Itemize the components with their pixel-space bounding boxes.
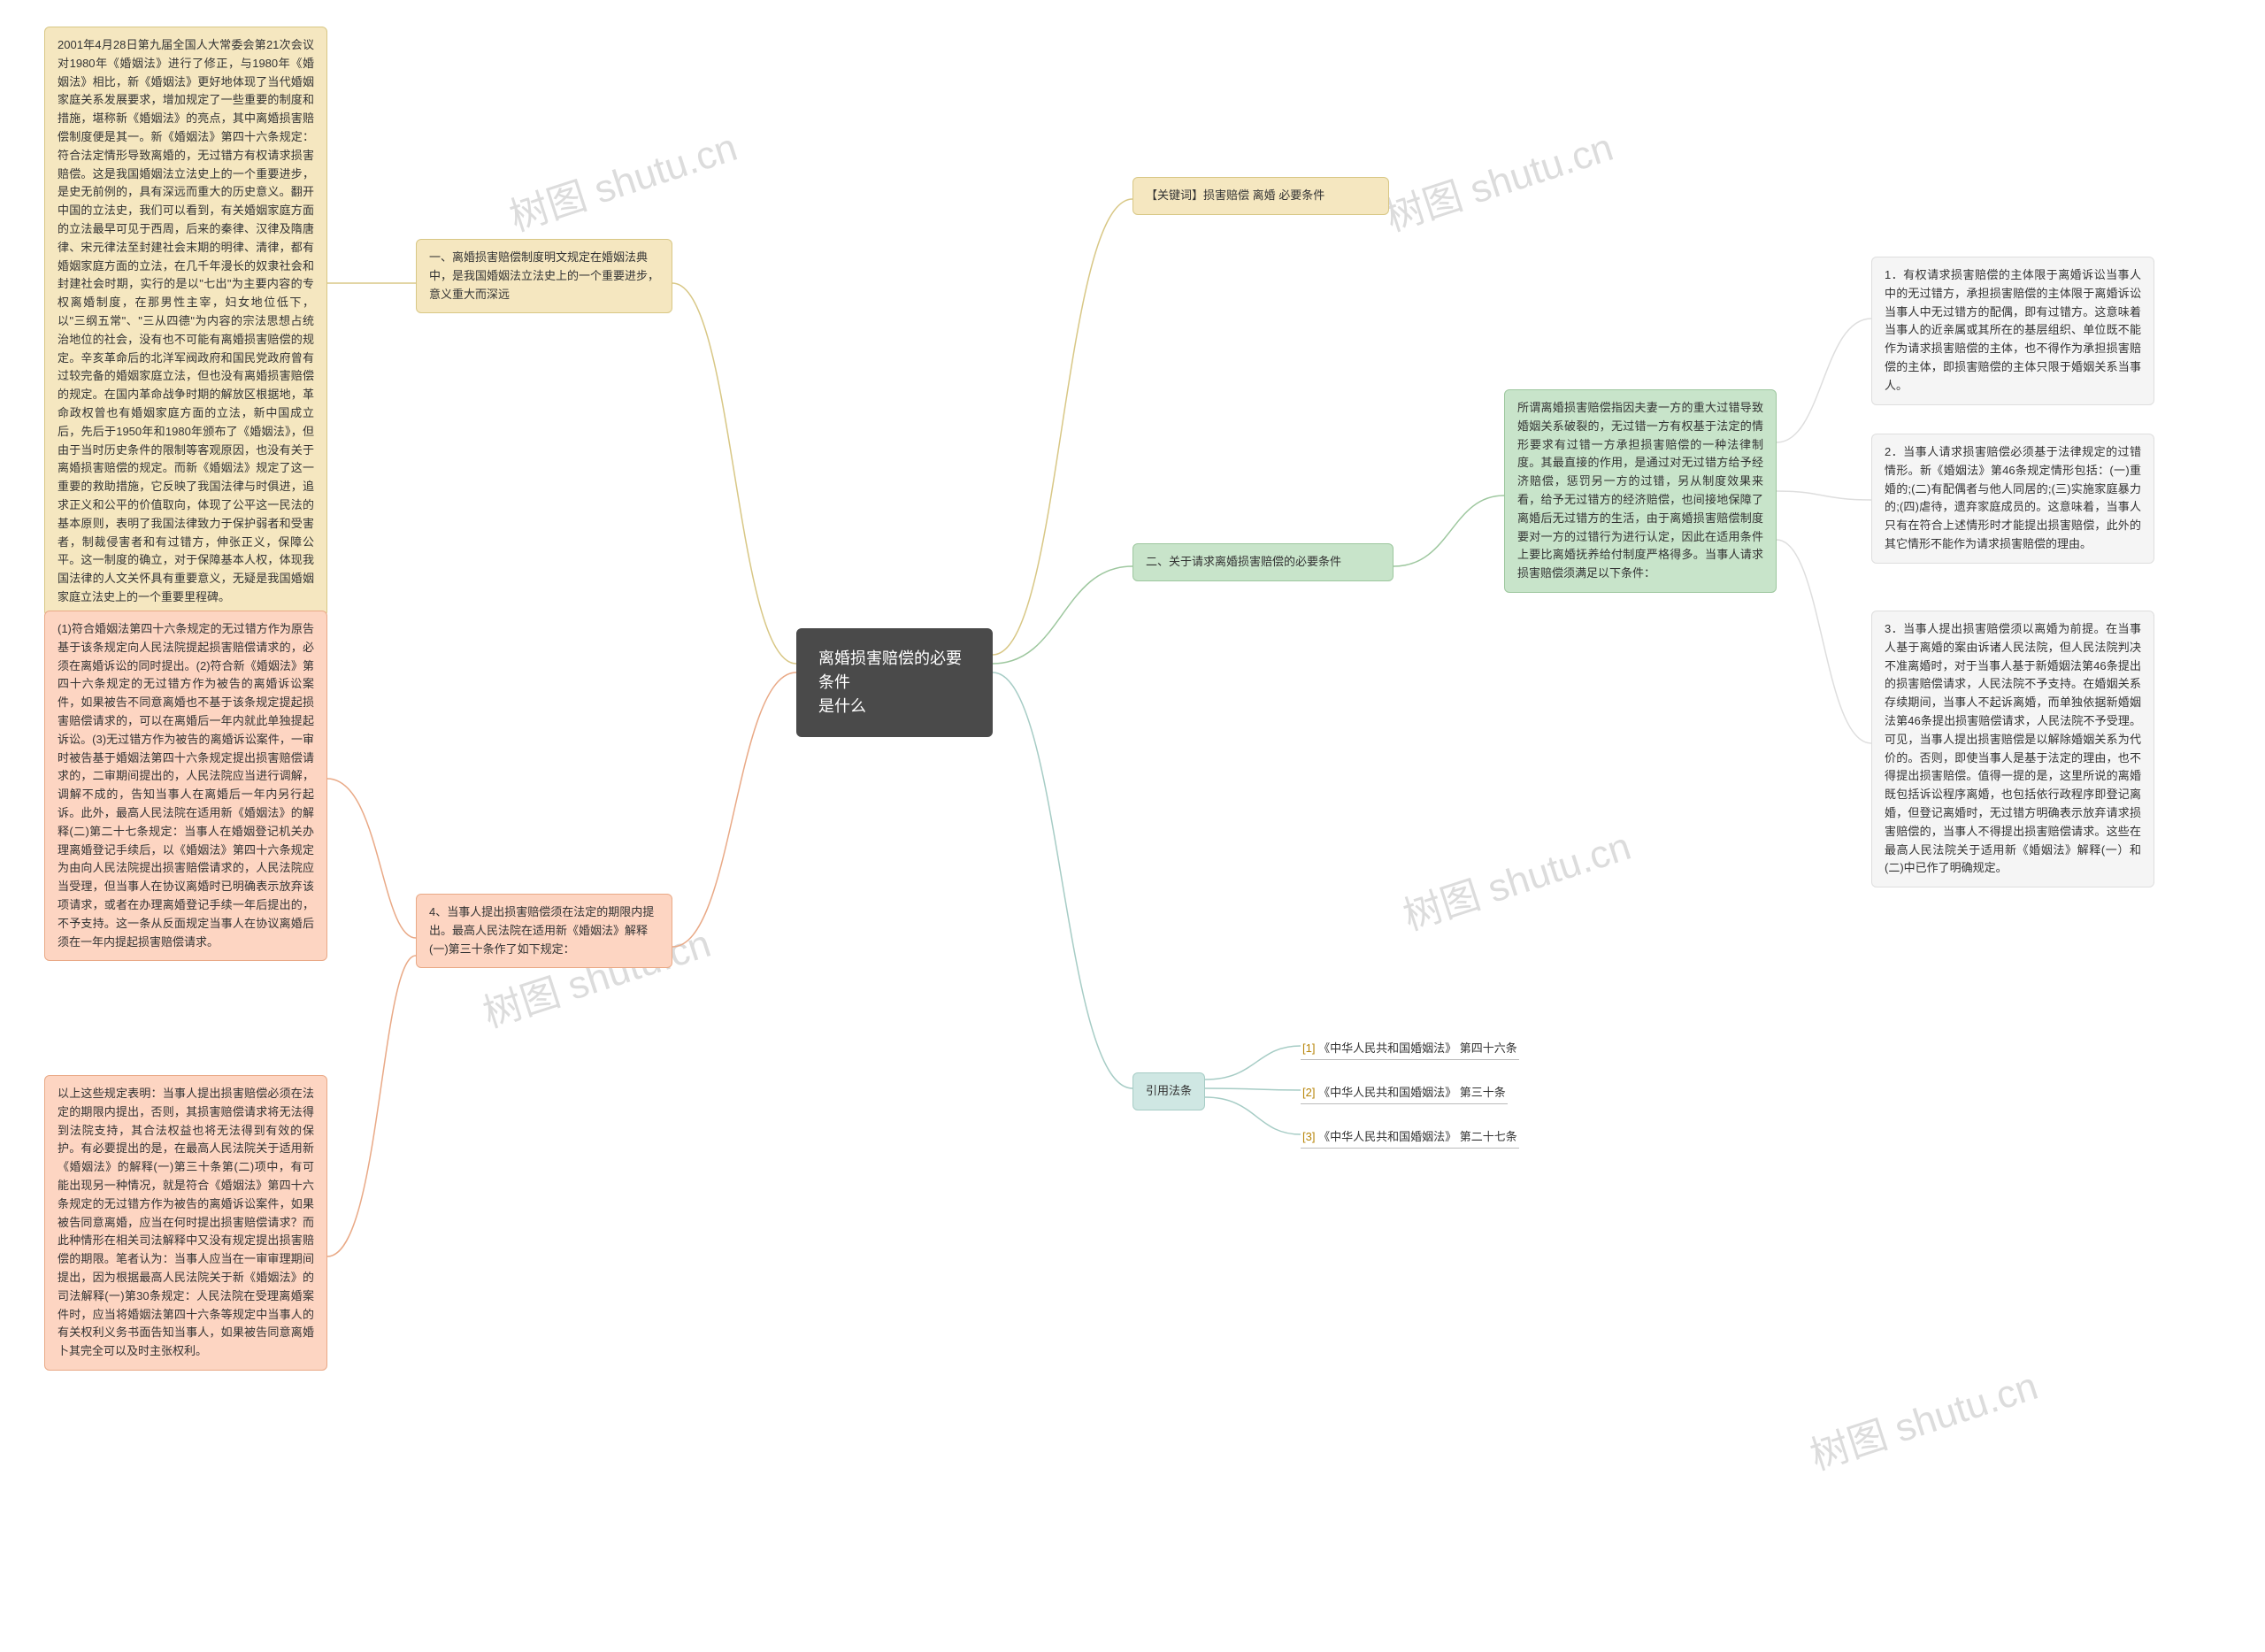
leaf-right-2-intro: 所谓离婚损害赔偿指因夫妻一方的重大过错导致婚姻关系破裂的，无过错一方有权基于法定… xyxy=(1504,389,1777,593)
leaf-right-2-2-text: 2．当事人请求损害赔偿必须基于法律规定的过错情形。新《婚姻法》第46条规定情形包… xyxy=(1885,445,2141,550)
node-right-2-label: 二、关于请求离婚损害赔偿的必要条件 xyxy=(1146,555,1341,568)
cite-link-1[interactable]: [1] 《中华人民共和国婚姻法》 第四十六条 xyxy=(1301,1035,1519,1060)
leaf-left-4a-text: (1)符合婚姻法第四十六条规定的无过错方作为原告基于该条规定向人民法院提起损害赔… xyxy=(58,622,314,949)
node-left-1-label: 一、离婚损害赔偿制度明文规定在婚姻法典中，是我国婚姻法立法史上的一个重要进步，意… xyxy=(429,250,659,301)
node-keywords: 【关键词】损害赔偿 离婚 必要条件 xyxy=(1132,177,1389,215)
node-left-4-label: 4、当事人提出损害赔偿须在法定的期限内提出。最高人民法院在适用新《婚姻法》解释(… xyxy=(429,905,654,956)
watermark: 树图 shutu.cn xyxy=(1395,814,1637,941)
cite-link-2[interactable]: [2] 《中华人民共和国婚姻法》 第三十条 xyxy=(1301,1080,1508,1104)
watermark: 树图 shutu.cn xyxy=(1802,1354,2044,1480)
leaf-right-2-intro-text: 所谓离婚损害赔偿指因夫妻一方的重大过错导致婚姻关系破裂的，无过错一方有权基于法定… xyxy=(1517,401,1763,580)
center-title: 离婚损害赔偿的必要条件 是什么 xyxy=(818,649,962,715)
node-left-4: 4、当事人提出损害赔偿须在法定的期限内提出。最高人民法院在适用新《婚姻法》解释(… xyxy=(416,894,672,968)
cite-link-3[interactable]: [3] 《中华人民共和国婚姻法》 第二十七条 xyxy=(1301,1124,1519,1149)
leaf-right-2-1: 1．有权请求损害赔偿的主体限于离婚诉讼当事人中的无过错方，承担损害赔偿的主体限于… xyxy=(1871,257,2154,405)
node-cite: 引用法条 xyxy=(1132,1072,1205,1110)
leaf-left-4a: (1)符合婚姻法第四十六条规定的无过错方作为原告基于该条规定向人民法院提起损害赔… xyxy=(44,611,327,961)
watermark: 树图 shutu.cn xyxy=(1378,115,1619,242)
watermark: 树图 shutu.cn xyxy=(502,115,743,242)
node-left-1: 一、离婚损害赔偿制度明文规定在婚姻法典中，是我国婚姻法立法史上的一个重要进步，意… xyxy=(416,239,672,313)
cite-bracket-icon: [3] xyxy=(1302,1130,1315,1143)
leaf-left-1: 2001年4月28日第九届全国人大常委会第21次会议对1980年《婚姻法》进行了… xyxy=(44,27,327,617)
cite-link-2-text: 《中华人民共和国婚姻法》 第三十条 xyxy=(1318,1086,1506,1099)
leaf-right-2-3: 3．当事人提出损害赔偿须以离婚为前提。在当事人基于离婚的案由诉诸人民法院，但人民… xyxy=(1871,611,2154,887)
cite-bracket-icon: [1] xyxy=(1302,1041,1315,1055)
leaf-left-1-text: 2001年4月28日第九届全国人大常委会第21次会议对1980年《婚姻法》进行了… xyxy=(58,38,314,603)
node-keywords-label: 【关键词】损害赔偿 离婚 必要条件 xyxy=(1146,188,1324,202)
node-right-2: 二、关于请求离婚损害赔偿的必要条件 xyxy=(1132,543,1394,581)
leaf-left-4b-text: 以上这些规定表明：当事人提出损害赔偿必须在法定的期限内提出，否则，其损害赔偿请求… xyxy=(58,1087,314,1357)
leaf-right-2-3-text: 3．当事人提出损害赔偿须以离婚为前提。在当事人基于离婚的案由诉诸人民法院，但人民… xyxy=(1885,622,2141,874)
cite-link-3-text: 《中华人民共和国婚姻法》 第二十七条 xyxy=(1318,1130,1517,1143)
cite-link-1-text: 《中华人民共和国婚姻法》 第四十六条 xyxy=(1318,1041,1517,1055)
leaf-right-2-2: 2．当事人请求损害赔偿必须基于法律规定的过错情形。新《婚姻法》第46条规定情形包… xyxy=(1871,434,2154,564)
leaf-right-2-1-text: 1．有权请求损害赔偿的主体限于离婚诉讼当事人中的无过错方，承担损害赔偿的主体限于… xyxy=(1885,268,2141,392)
node-cite-label: 引用法条 xyxy=(1146,1084,1192,1097)
center-node: 离婚损害赔偿的必要条件 是什么 xyxy=(796,628,993,737)
cite-bracket-icon: [2] xyxy=(1302,1086,1315,1099)
leaf-left-4b: 以上这些规定表明：当事人提出损害赔偿必须在法定的期限内提出，否则，其损害赔偿请求… xyxy=(44,1075,327,1371)
